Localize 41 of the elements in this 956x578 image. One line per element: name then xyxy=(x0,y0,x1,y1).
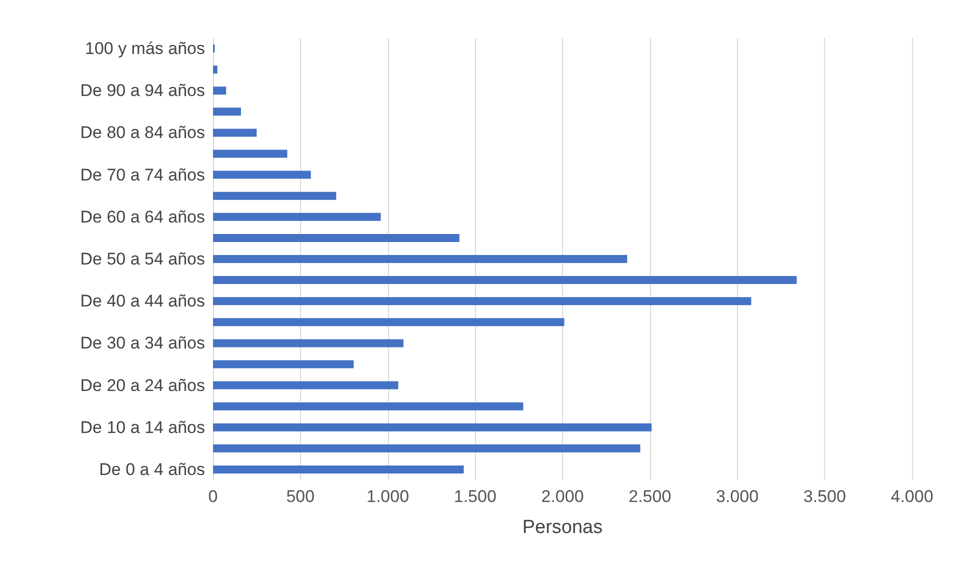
bar xyxy=(213,318,564,326)
bar xyxy=(213,86,226,95)
bar xyxy=(213,255,628,263)
x-tick-label: 0 xyxy=(208,487,218,506)
y-tick-label: De 20 a 24 años xyxy=(80,376,205,395)
y-tick-label: De 0 a 4 años xyxy=(99,460,205,479)
bar xyxy=(213,444,640,452)
bar xyxy=(213,297,752,306)
x-tick-label: 1.000 xyxy=(366,487,410,506)
bar xyxy=(213,128,257,137)
y-tick-label: 100 y más años xyxy=(84,39,205,58)
y-tick-label: De 80 a 84 años xyxy=(80,123,205,142)
x-tick-label: 2.000 xyxy=(541,487,584,506)
bar xyxy=(213,234,460,242)
x-tick-label: 1.500 xyxy=(454,487,496,506)
y-tick-label: De 70 a 74 años xyxy=(80,165,205,184)
bar xyxy=(213,108,241,116)
bar xyxy=(213,192,336,200)
y-tick-label: De 90 a 94 años xyxy=(80,81,205,100)
bar xyxy=(213,402,524,410)
bar xyxy=(213,360,354,368)
y-tick-label: De 60 a 64 años xyxy=(80,207,205,226)
bar xyxy=(213,276,797,284)
x-tick-label: 3.500 xyxy=(803,487,846,506)
bar xyxy=(213,170,311,179)
x-tick-label: 4.000 xyxy=(890,487,934,506)
y-tick-label: De 40 a 44 años xyxy=(80,292,205,311)
x-axis-title: Personas xyxy=(522,517,603,538)
x-tick-label: 500 xyxy=(286,487,315,506)
bar xyxy=(213,212,381,221)
bar xyxy=(213,339,404,348)
bar xyxy=(213,150,288,158)
bar xyxy=(213,381,398,390)
y-tick-label: De 50 a 54 años xyxy=(80,250,205,268)
x-tick-label: 3.000 xyxy=(716,487,759,506)
bar xyxy=(213,465,464,474)
bar xyxy=(213,423,652,432)
x-tick-label: 2.500 xyxy=(628,487,672,506)
bar xyxy=(213,66,218,74)
y-tick-label: De 30 a 34 años xyxy=(80,334,205,353)
y-tick-label: De 10 a 14 años xyxy=(80,418,205,437)
